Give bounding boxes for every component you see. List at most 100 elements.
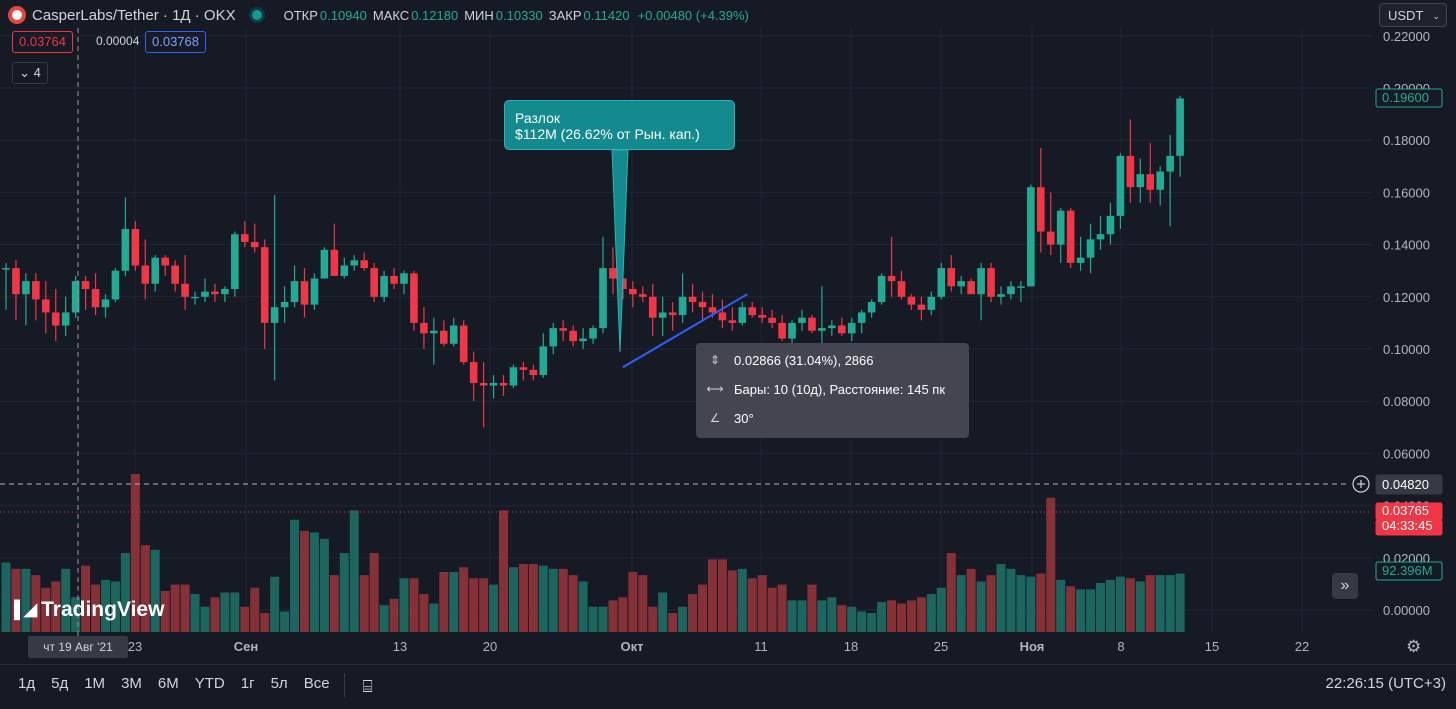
chevron-down-icon: ⌄: [19, 65, 31, 80]
timeframe-button[interactable]: 3М: [121, 675, 142, 692]
candle: [738, 302, 747, 326]
candle-body: [260, 247, 269, 323]
volume-bar: [897, 603, 906, 632]
buy-price-button[interactable]: 0.03768: [145, 31, 206, 53]
indicators-collapse-button[interactable]: ⌄ 4: [12, 62, 48, 84]
candle: [1176, 95, 1184, 177]
timeframe-button[interactable]: Все: [303, 675, 330, 692]
candle: [549, 322, 558, 355]
candle-body: [718, 312, 727, 321]
candle-body: [121, 228, 130, 271]
candle-body: [529, 369, 538, 376]
candle-body: [489, 382, 498, 386]
double-chevron-right-icon: »: [1340, 577, 1350, 594]
candle-body: [12, 268, 20, 295]
candle: [897, 270, 906, 300]
volume-bar: [926, 594, 936, 632]
volume-bar: [230, 592, 240, 632]
grid: [0, 28, 1372, 632]
symbol-title[interactable]: CasperLabs/Tether · 1Д · OKX: [32, 6, 236, 24]
volume-bar: [638, 575, 648, 632]
volume-bar: [290, 519, 300, 632]
candle-body: [648, 296, 657, 318]
volume-bar: [817, 600, 827, 632]
candle-body: [221, 288, 229, 295]
volume-bar: [459, 567, 469, 632]
volume-bar: [548, 568, 558, 632]
candle-body: [91, 288, 100, 308]
candle-body: [340, 265, 349, 276]
goto-date-icon[interactable]: ⌸: [362, 677, 373, 696]
candle-body: [1106, 215, 1115, 235]
candle-body: [947, 268, 956, 287]
candle: [688, 283, 697, 313]
volume-bar: [280, 611, 290, 632]
currency-select[interactable]: USDT ⌄: [1379, 3, 1447, 27]
candle: [1037, 148, 1045, 253]
candle: [778, 315, 786, 342]
timeframe-button[interactable]: 6М: [157, 675, 179, 692]
timeframe-button[interactable]: 1г: [240, 675, 255, 692]
volume-bar: [429, 603, 439, 632]
volume-bar: [200, 606, 210, 632]
last-price-badge-bg: [1375, 88, 1443, 108]
add-alert-icon[interactable]: [1352, 475, 1370, 493]
timeframe-button[interactable]: 5л: [270, 675, 288, 692]
candle: [221, 286, 229, 303]
candle-body: [370, 268, 378, 297]
candle: [907, 294, 916, 310]
timeframe-button[interactable]: 1д: [18, 675, 36, 692]
chart-settings-icon[interactable]: ⚙: [1406, 637, 1422, 656]
unlock-annotation[interactable]: Разлок $112M (26.62% от Рын. кап.): [504, 100, 735, 150]
volume-bar: [21, 568, 31, 632]
timeframe-button[interactable]: 1М: [84, 675, 106, 692]
timeframe-button[interactable]: 5д: [51, 675, 69, 692]
volume-bar: [329, 575, 339, 632]
volume-bar: [996, 564, 1006, 632]
candle-body: [579, 338, 587, 342]
candle: [529, 364, 538, 381]
candle: [300, 268, 309, 318]
volume-bar: [349, 510, 359, 632]
candle: [171, 260, 179, 292]
candle-body: [997, 294, 1005, 297]
volume-bar: [110, 581, 120, 632]
candle: [151, 255, 160, 292]
countdown-badge: 04:33:45: [1375, 518, 1443, 536]
scroll-to-realtime-button[interactable]: »: [1332, 573, 1358, 599]
current-price-badge-text: 0.03765: [1382, 503, 1429, 518]
candle-body: [1007, 286, 1015, 295]
candle-body: [847, 322, 856, 334]
candle: [838, 317, 846, 336]
volume-bar: [1076, 589, 1086, 632]
volume-bar: [449, 571, 459, 632]
candle: [808, 315, 816, 334]
volume-badge: 92.396M: [1375, 561, 1443, 581]
price-tick-label: 0.10000: [1383, 342, 1430, 357]
candle-body: [778, 322, 786, 339]
candle: [937, 262, 946, 300]
clock[interactable]: 22:26:15 (UTC+3): [1325, 675, 1446, 692]
time-axis: 23 Сен 13 20 Окт 11 18 25 Ноя 8 15 22: [128, 639, 1309, 654]
candle-body: [131, 228, 140, 266]
candle-body: [539, 346, 548, 376]
candle: [947, 255, 956, 292]
candle-body: [161, 257, 169, 266]
volume-bar: [1105, 579, 1115, 632]
time-tick-label: Ноя: [1020, 639, 1045, 654]
candle: [559, 320, 567, 342]
volume-bar: [936, 587, 946, 632]
candle: [569, 325, 577, 347]
volume-bar: [857, 611, 867, 632]
timeframe-button[interactable]: YTD: [194, 675, 225, 692]
candle-body: [300, 281, 309, 305]
low-label: МИН: [464, 7, 494, 23]
candle: [1116, 153, 1125, 229]
candle: [61, 296, 70, 336]
candle: [380, 270, 388, 303]
sell-price-button[interactable]: 0.03764: [12, 31, 73, 53]
volume-bar: [877, 601, 887, 632]
tradingview-logo[interactable]: ▌◢ TradingView: [14, 598, 164, 622]
market-status-icon[interactable]: [251, 10, 262, 20]
